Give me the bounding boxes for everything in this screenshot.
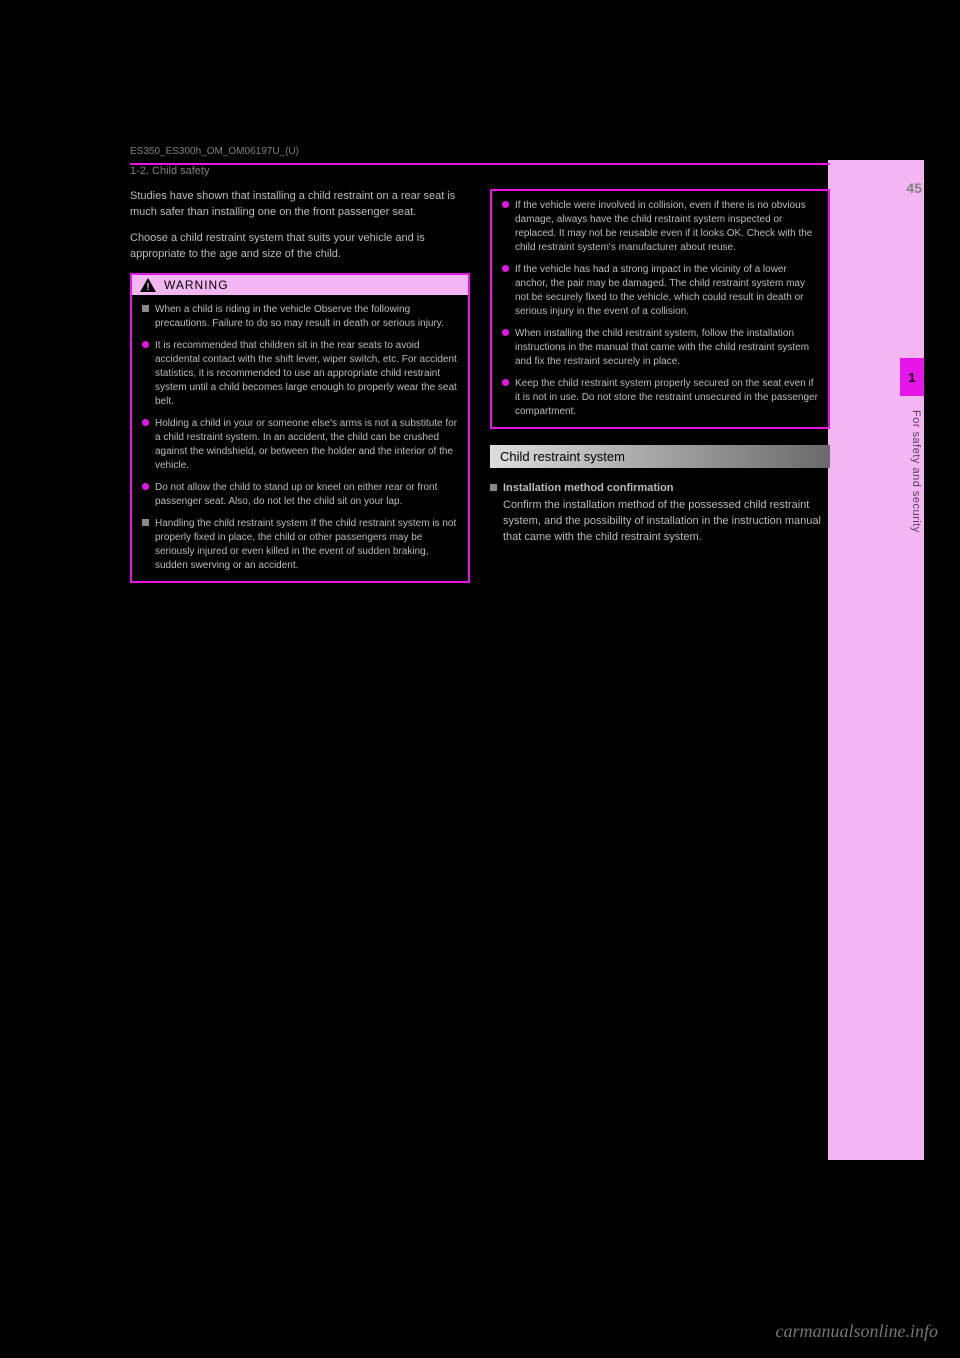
intro-paragraph-2: Choose a child restraint system that sui… — [130, 231, 470, 263]
warning-body: When a child is riding in the vehicle Ob… — [132, 295, 468, 581]
page-content: ES350_ES300h_OM_OM06197U_(U) 45 1-2. Chi… — [130, 160, 830, 583]
svg-text:!: ! — [146, 282, 149, 292]
warning-item: When a child is riding in the vehicle Ob… — [142, 303, 458, 331]
warning-item-text: It is recommended that children sit in t… — [155, 339, 458, 409]
dot-bullet-icon — [502, 201, 509, 208]
right-column: If the vehicle were involved in collisio… — [490, 189, 830, 583]
chapter-number: 1 — [908, 370, 915, 385]
square-bullet-icon — [490, 484, 497, 491]
warning-box: ! WARNING When a child is riding in the … — [130, 273, 470, 583]
page-meta-row: ES350_ES300h_OM_OM06197U_(U) — [130, 146, 830, 157]
warning-item: If the vehicle were involved in collisio… — [502, 199, 818, 255]
dot-bullet-icon — [142, 341, 149, 348]
warning-item-text: If the vehicle were involved in collisio… — [515, 199, 818, 255]
warning-item-text: If the vehicle has had a strong impact i… — [515, 263, 818, 319]
dot-bullet-icon — [142, 419, 149, 426]
warning-item: Handling the child restraint system If t… — [142, 517, 458, 573]
warning-item: Holding a child in your or someone else'… — [142, 417, 458, 473]
subsection-title: Installation method confirmation — [503, 482, 830, 494]
warning-item-text: When a child is riding in the vehicle Ob… — [155, 303, 458, 331]
side-tab-panel — [828, 160, 924, 1160]
warning-item: Do not allow the child to stand up or kn… — [142, 481, 458, 509]
warning-item: It is recommended that children sit in t… — [142, 339, 458, 409]
warning-icon: ! — [140, 278, 156, 292]
subsection-body: Confirm the installation method of the p… — [503, 498, 830, 546]
watermark: carmanualsonline.info — [776, 1321, 939, 1342]
square-bullet-icon — [142, 519, 149, 526]
subsection-content: Installation method confirmation Confirm… — [503, 482, 830, 556]
warning-title: WARNING — [164, 278, 229, 292]
warning-item-text: When installing the child restraint syst… — [515, 327, 818, 369]
warning-item: If the vehicle has had a strong impact i… — [502, 263, 818, 319]
warning-item-text: Handling the child restraint system If t… — [155, 517, 458, 573]
page-number: 45 — [906, 180, 922, 196]
dot-bullet-icon — [502, 329, 509, 336]
square-bullet-icon — [142, 305, 149, 312]
dot-bullet-icon — [142, 483, 149, 490]
breadcrumb: 1-2. Child safety — [130, 165, 830, 177]
subsection: Installation method confirmation Confirm… — [490, 482, 830, 556]
left-column: Studies have shown that installing a chi… — [130, 189, 470, 583]
warning-item-text: Holding a child in your or someone else'… — [155, 417, 458, 473]
warning-continuation-box: If the vehicle were involved in collisio… — [490, 189, 830, 429]
section-header: Child restraint system — [490, 445, 830, 468]
warning-item: Keep the child restraint system properly… — [502, 377, 818, 419]
warning-header: ! WARNING — [132, 275, 468, 295]
warning-item: When installing the child restraint syst… — [502, 327, 818, 369]
side-section-label: For safety and security — [910, 410, 922, 533]
doc-code: ES350_ES300h_OM_OM06197U_(U) — [130, 146, 299, 157]
intro-paragraph-1: Studies have shown that installing a chi… — [130, 189, 470, 221]
dot-bullet-icon — [502, 379, 509, 386]
dot-bullet-icon — [502, 265, 509, 272]
warning-item-text: Do not allow the child to stand up or kn… — [155, 481, 458, 509]
warning-item-text: Keep the child restraint system properly… — [515, 377, 818, 419]
chapter-tab: 1 — [900, 358, 924, 396]
